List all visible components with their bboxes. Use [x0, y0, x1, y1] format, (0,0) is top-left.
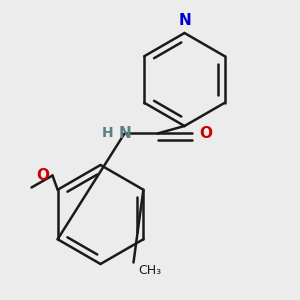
Text: O: O — [36, 168, 49, 183]
Text: O: O — [200, 126, 212, 141]
Text: N: N — [118, 126, 131, 141]
Text: N: N — [178, 13, 191, 28]
Text: CH₃: CH₃ — [138, 264, 161, 277]
Text: H: H — [101, 127, 113, 140]
